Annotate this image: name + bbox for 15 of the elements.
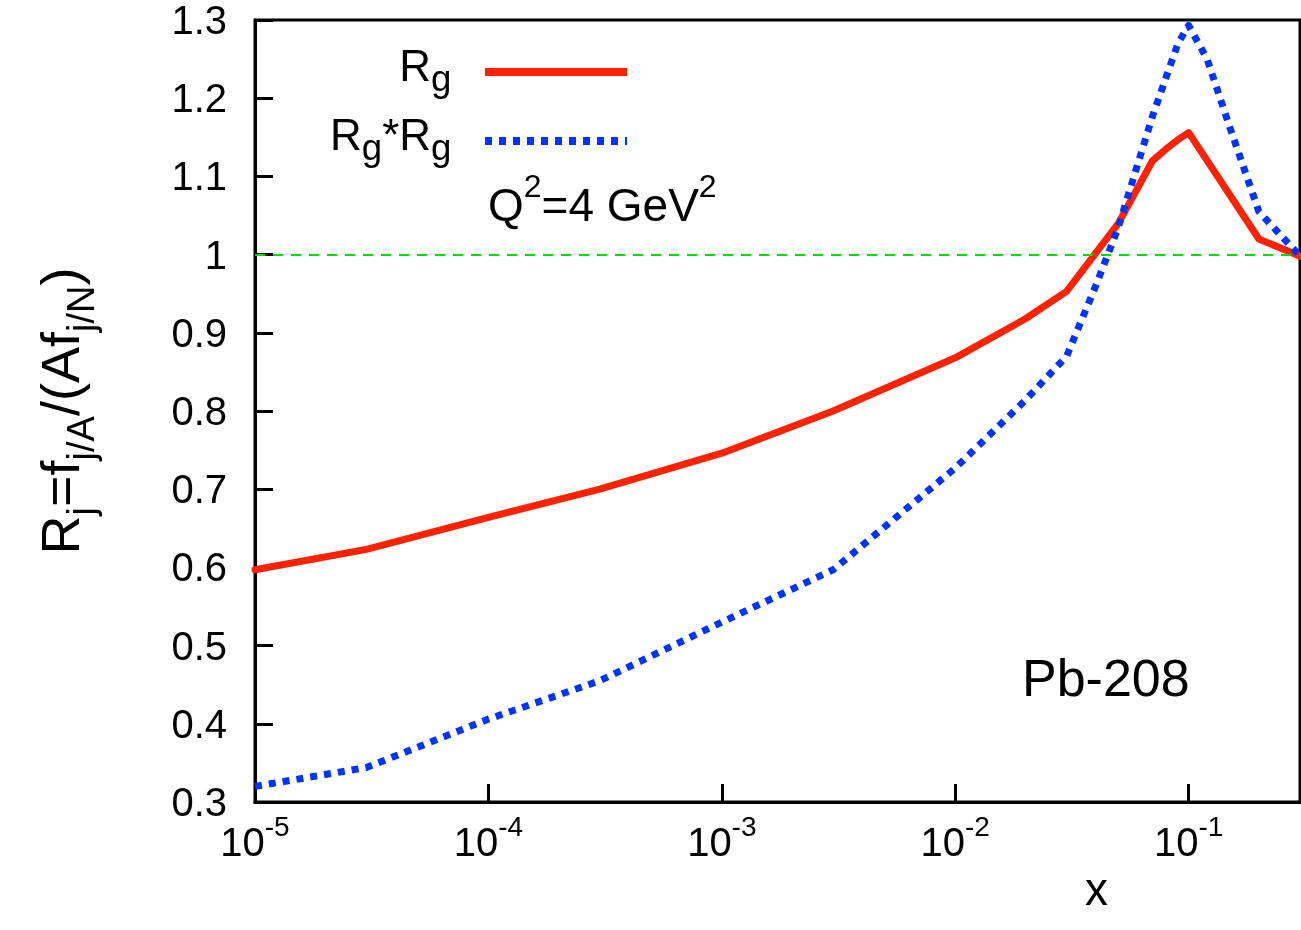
- legend-label: R$_{g}$*R$_{g}$: [330, 108, 452, 170]
- y-tick-label: 1.3: [171, 0, 227, 42]
- y-tick-label: 0.5: [171, 623, 227, 668]
- y-tick-label: 1.1: [171, 154, 227, 199]
- y-tick-label: 0.9: [171, 310, 227, 355]
- legend-label: R$_{g}$: [399, 40, 452, 101]
- y-tick-label: 1: [204, 232, 227, 277]
- y-tick-label: 0.6: [171, 545, 227, 590]
- y-tick-label: 1.2: [171, 76, 227, 121]
- y-tick-label: 0.8: [171, 389, 227, 433]
- y-axis-title: Rj=fj/A/(Afj/N): [29, 267, 102, 555]
- y-tick-label: 0.7: [171, 467, 227, 512]
- annotation: Pb-208: [1022, 649, 1190, 707]
- x-axis-title: x: [1085, 862, 1108, 915]
- y-tick-label: 0.4: [171, 701, 227, 746]
